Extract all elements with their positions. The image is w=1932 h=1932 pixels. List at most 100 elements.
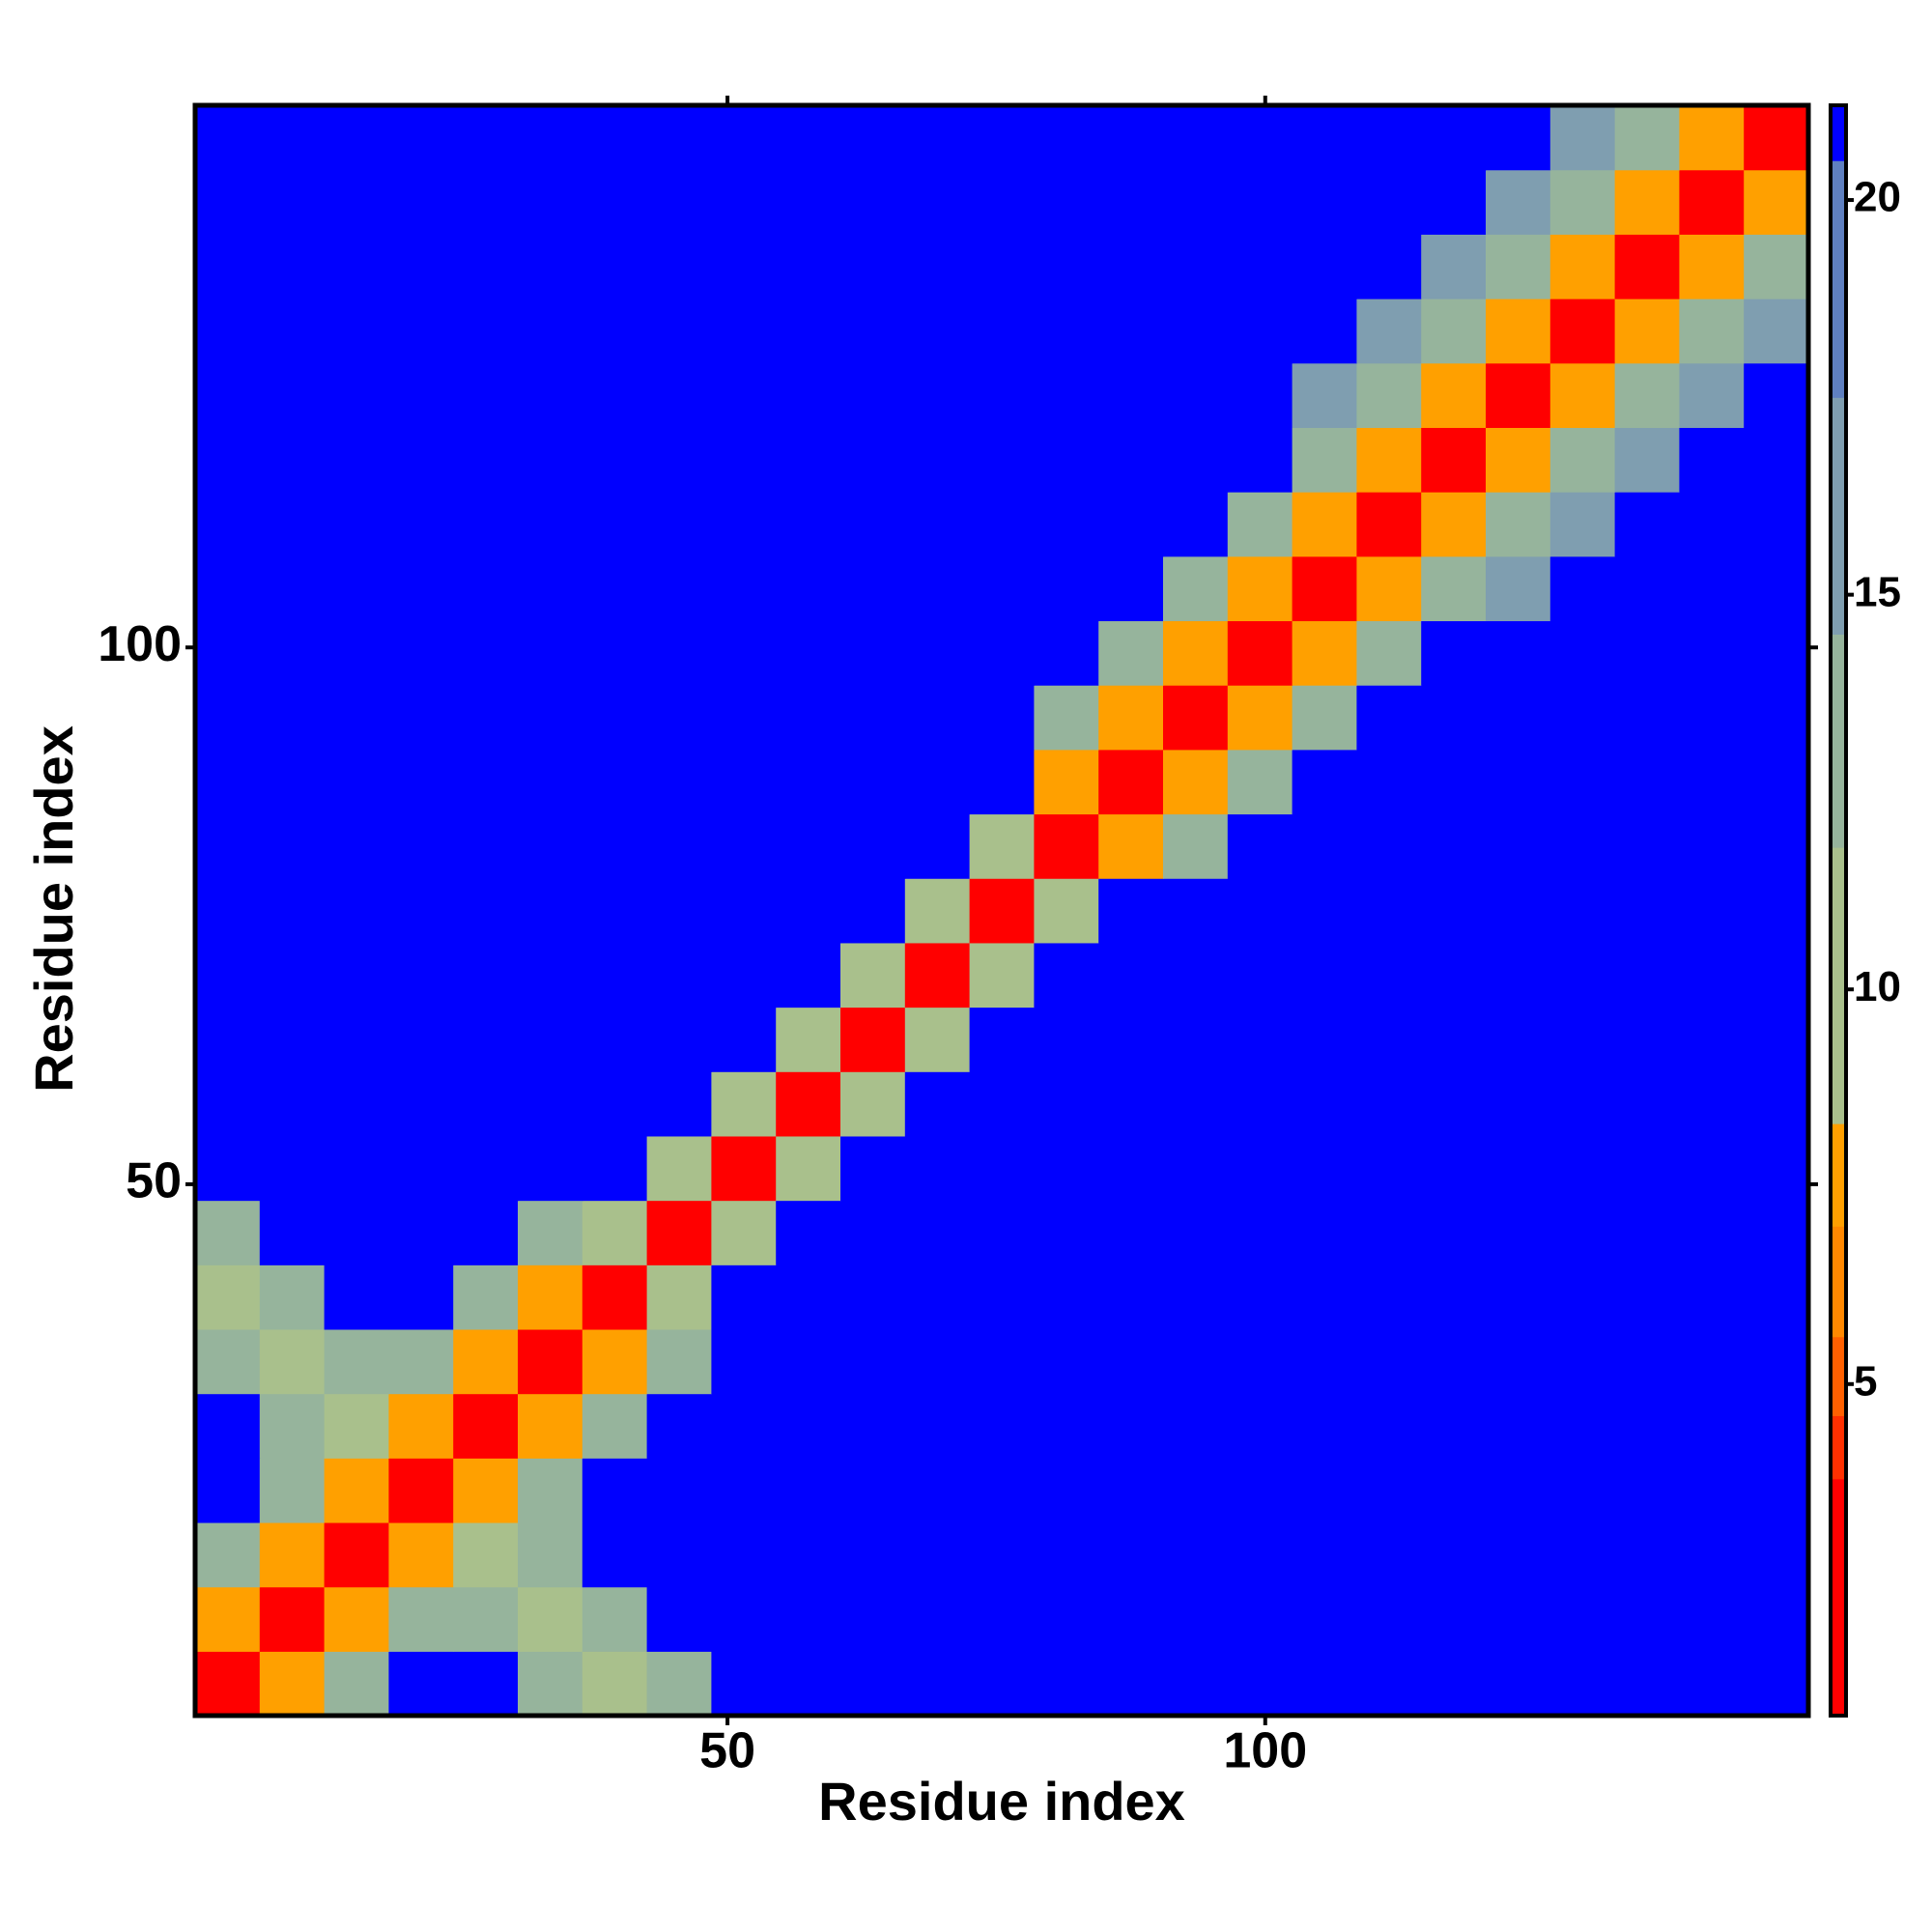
- heat-cell: [1034, 1328, 1099, 1395]
- heat-cell: [388, 492, 454, 557]
- heat-cell: [1421, 427, 1487, 493]
- heat-cell: [646, 1651, 712, 1717]
- heat-cell: [582, 813, 648, 879]
- heat-cell: [776, 1200, 841, 1265]
- heat-cell: [840, 1328, 906, 1395]
- heat-cell: [582, 1586, 648, 1652]
- heat-cell: [1227, 427, 1293, 493]
- heat-cell: [1486, 813, 1551, 879]
- heat-cell: [1614, 1135, 1680, 1202]
- heat-cell: [1163, 942, 1229, 1009]
- heat-cell: [1549, 749, 1616, 815]
- y-tick-label: 100: [98, 616, 182, 672]
- heat-cell: [1227, 234, 1293, 299]
- heat-cell: [1356, 749, 1422, 815]
- heat-cell: [840, 685, 906, 751]
- heat-cell: [1679, 105, 1745, 171]
- heat-cell: [840, 105, 906, 171]
- heat-cell: [1614, 362, 1680, 428]
- heat-cell: [1098, 1458, 1164, 1523]
- heat-cell: [324, 1393, 389, 1459]
- heat-cell: [1744, 685, 1809, 751]
- heat-cell: [1679, 878, 1745, 944]
- heat-cell: [1356, 1007, 1422, 1072]
- heat-cell: [776, 1007, 841, 1072]
- heat-cell: [1614, 1586, 1680, 1652]
- heat-cell: [1486, 1007, 1551, 1072]
- heat-cell: [582, 105, 648, 171]
- heat-cell: [453, 942, 519, 1009]
- heat-cell: [904, 105, 971, 171]
- heat-cell: [1614, 555, 1680, 622]
- heat-cell: [904, 1264, 971, 1330]
- heat-cell: [1614, 1458, 1680, 1523]
- heat-cell: [388, 942, 454, 1009]
- heat-cell: [1679, 492, 1745, 557]
- heat-cell: [453, 1586, 519, 1652]
- heat-cell: [840, 298, 906, 364]
- heat-cell: [646, 1071, 712, 1137]
- heat-cell: [582, 1521, 648, 1588]
- heat-cell: [1486, 234, 1551, 299]
- heat-cell: [518, 1328, 583, 1395]
- heat-cell: [1486, 942, 1551, 1009]
- colorbar: 5 10 15 20: [1831, 105, 1901, 1717]
- heat-cell: [1486, 1328, 1551, 1395]
- heat-cell: [1679, 685, 1745, 751]
- heat-cell: [904, 1651, 971, 1717]
- heat-cell: [195, 942, 261, 1009]
- heat-cell: [1486, 1393, 1551, 1459]
- heat-cell: [195, 1328, 261, 1395]
- heat-cell: [1486, 169, 1551, 235]
- heat-cell: [1679, 1328, 1745, 1395]
- heat-cell: [1292, 169, 1357, 235]
- heat-cell: [324, 362, 389, 428]
- heat-cell: [904, 492, 971, 557]
- heat-cell: [1679, 427, 1745, 493]
- heat-cell: [1421, 942, 1487, 1009]
- heatmap-cells: [195, 105, 1809, 1717]
- heat-cell: [1034, 1586, 1099, 1652]
- heat-cell: [776, 492, 841, 557]
- colorbar-segment: [1831, 1123, 1846, 1227]
- heat-cell: [904, 1135, 971, 1202]
- heat-cell: [1292, 1135, 1357, 1202]
- heat-cell: [1356, 620, 1422, 686]
- heat-cell: [324, 1007, 389, 1072]
- heat-cell: [518, 1651, 583, 1717]
- heat-cell: [969, 298, 1035, 364]
- heat-cell: [840, 942, 906, 1009]
- heat-cell: [1098, 492, 1164, 557]
- heat-cell: [646, 234, 712, 299]
- heat-cell: [388, 1586, 454, 1652]
- heat-cell: [518, 427, 583, 493]
- heat-cell: [1614, 105, 1680, 171]
- heat-cell: [582, 878, 648, 944]
- heat-cell: [388, 1521, 454, 1588]
- heat-cell: [711, 1007, 777, 1072]
- heat-cell: [518, 298, 583, 364]
- heat-cell: [776, 1264, 841, 1330]
- heat-cell: [904, 942, 971, 1009]
- heat-cell: [1356, 813, 1422, 879]
- heat-cell: [1744, 1200, 1809, 1265]
- heat-cell: [1163, 427, 1229, 493]
- heat-cell: [969, 1071, 1035, 1137]
- heat-cell: [904, 1007, 971, 1072]
- heat-cell: [1292, 1071, 1357, 1137]
- heat-cell: [1292, 234, 1357, 299]
- heat-cell: [324, 234, 389, 299]
- heat-cell: [195, 1264, 261, 1330]
- heat-cell: [1614, 492, 1680, 557]
- heat-cell: [453, 105, 519, 171]
- heat-cell: [582, 1651, 648, 1717]
- heat-cell: [195, 813, 261, 879]
- heat-cell: [776, 813, 841, 879]
- heat-cell: [1549, 362, 1616, 428]
- heat-cell: [1486, 1521, 1551, 1588]
- heat-cell: [453, 1264, 519, 1330]
- heat-cell: [1549, 1264, 1616, 1330]
- heat-cell: [776, 298, 841, 364]
- heat-cell: [1227, 1393, 1293, 1459]
- heat-cell: [1356, 492, 1422, 557]
